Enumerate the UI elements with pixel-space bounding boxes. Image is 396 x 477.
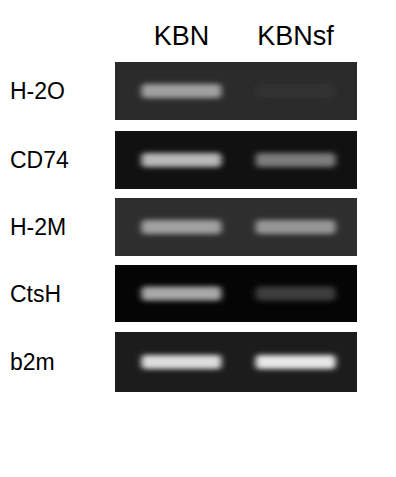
row-label: CtsH — [10, 281, 61, 307]
bands — [141, 220, 335, 234]
gel-panel — [115, 198, 357, 256]
band — [256, 220, 336, 234]
gel-rows — [115, 62, 357, 392]
row-label: CD74 — [10, 147, 69, 173]
lane-header: KBNsf — [257, 21, 334, 51]
row-label: H-2M — [10, 214, 66, 240]
gel-panel — [115, 131, 357, 189]
band — [256, 84, 336, 98]
bands — [141, 153, 335, 167]
gel-panel — [115, 332, 357, 392]
row-label: H-2O — [10, 78, 65, 104]
gel-row — [115, 332, 357, 392]
band — [141, 355, 221, 369]
gel-row — [115, 198, 357, 256]
band — [256, 153, 336, 167]
gel-row — [115, 62, 357, 120]
gel-panel — [115, 62, 357, 120]
bands — [141, 355, 335, 369]
lane-header: KBN — [154, 21, 210, 51]
band — [141, 287, 221, 301]
band — [141, 84, 221, 98]
row-label: b2m — [10, 349, 55, 375]
gel-row — [115, 131, 357, 189]
bands — [141, 84, 335, 98]
band — [141, 220, 221, 234]
bands — [141, 287, 335, 301]
figure: KBN KBNsf H-2O CD74 H-2M CtsH b2m — [0, 0, 396, 477]
band — [256, 287, 336, 301]
gel-panel — [115, 265, 357, 322]
lane-headers: KBN KBNsf — [154, 21, 335, 51]
band — [141, 153, 221, 167]
band — [256, 355, 336, 369]
gel-row — [115, 265, 357, 322]
